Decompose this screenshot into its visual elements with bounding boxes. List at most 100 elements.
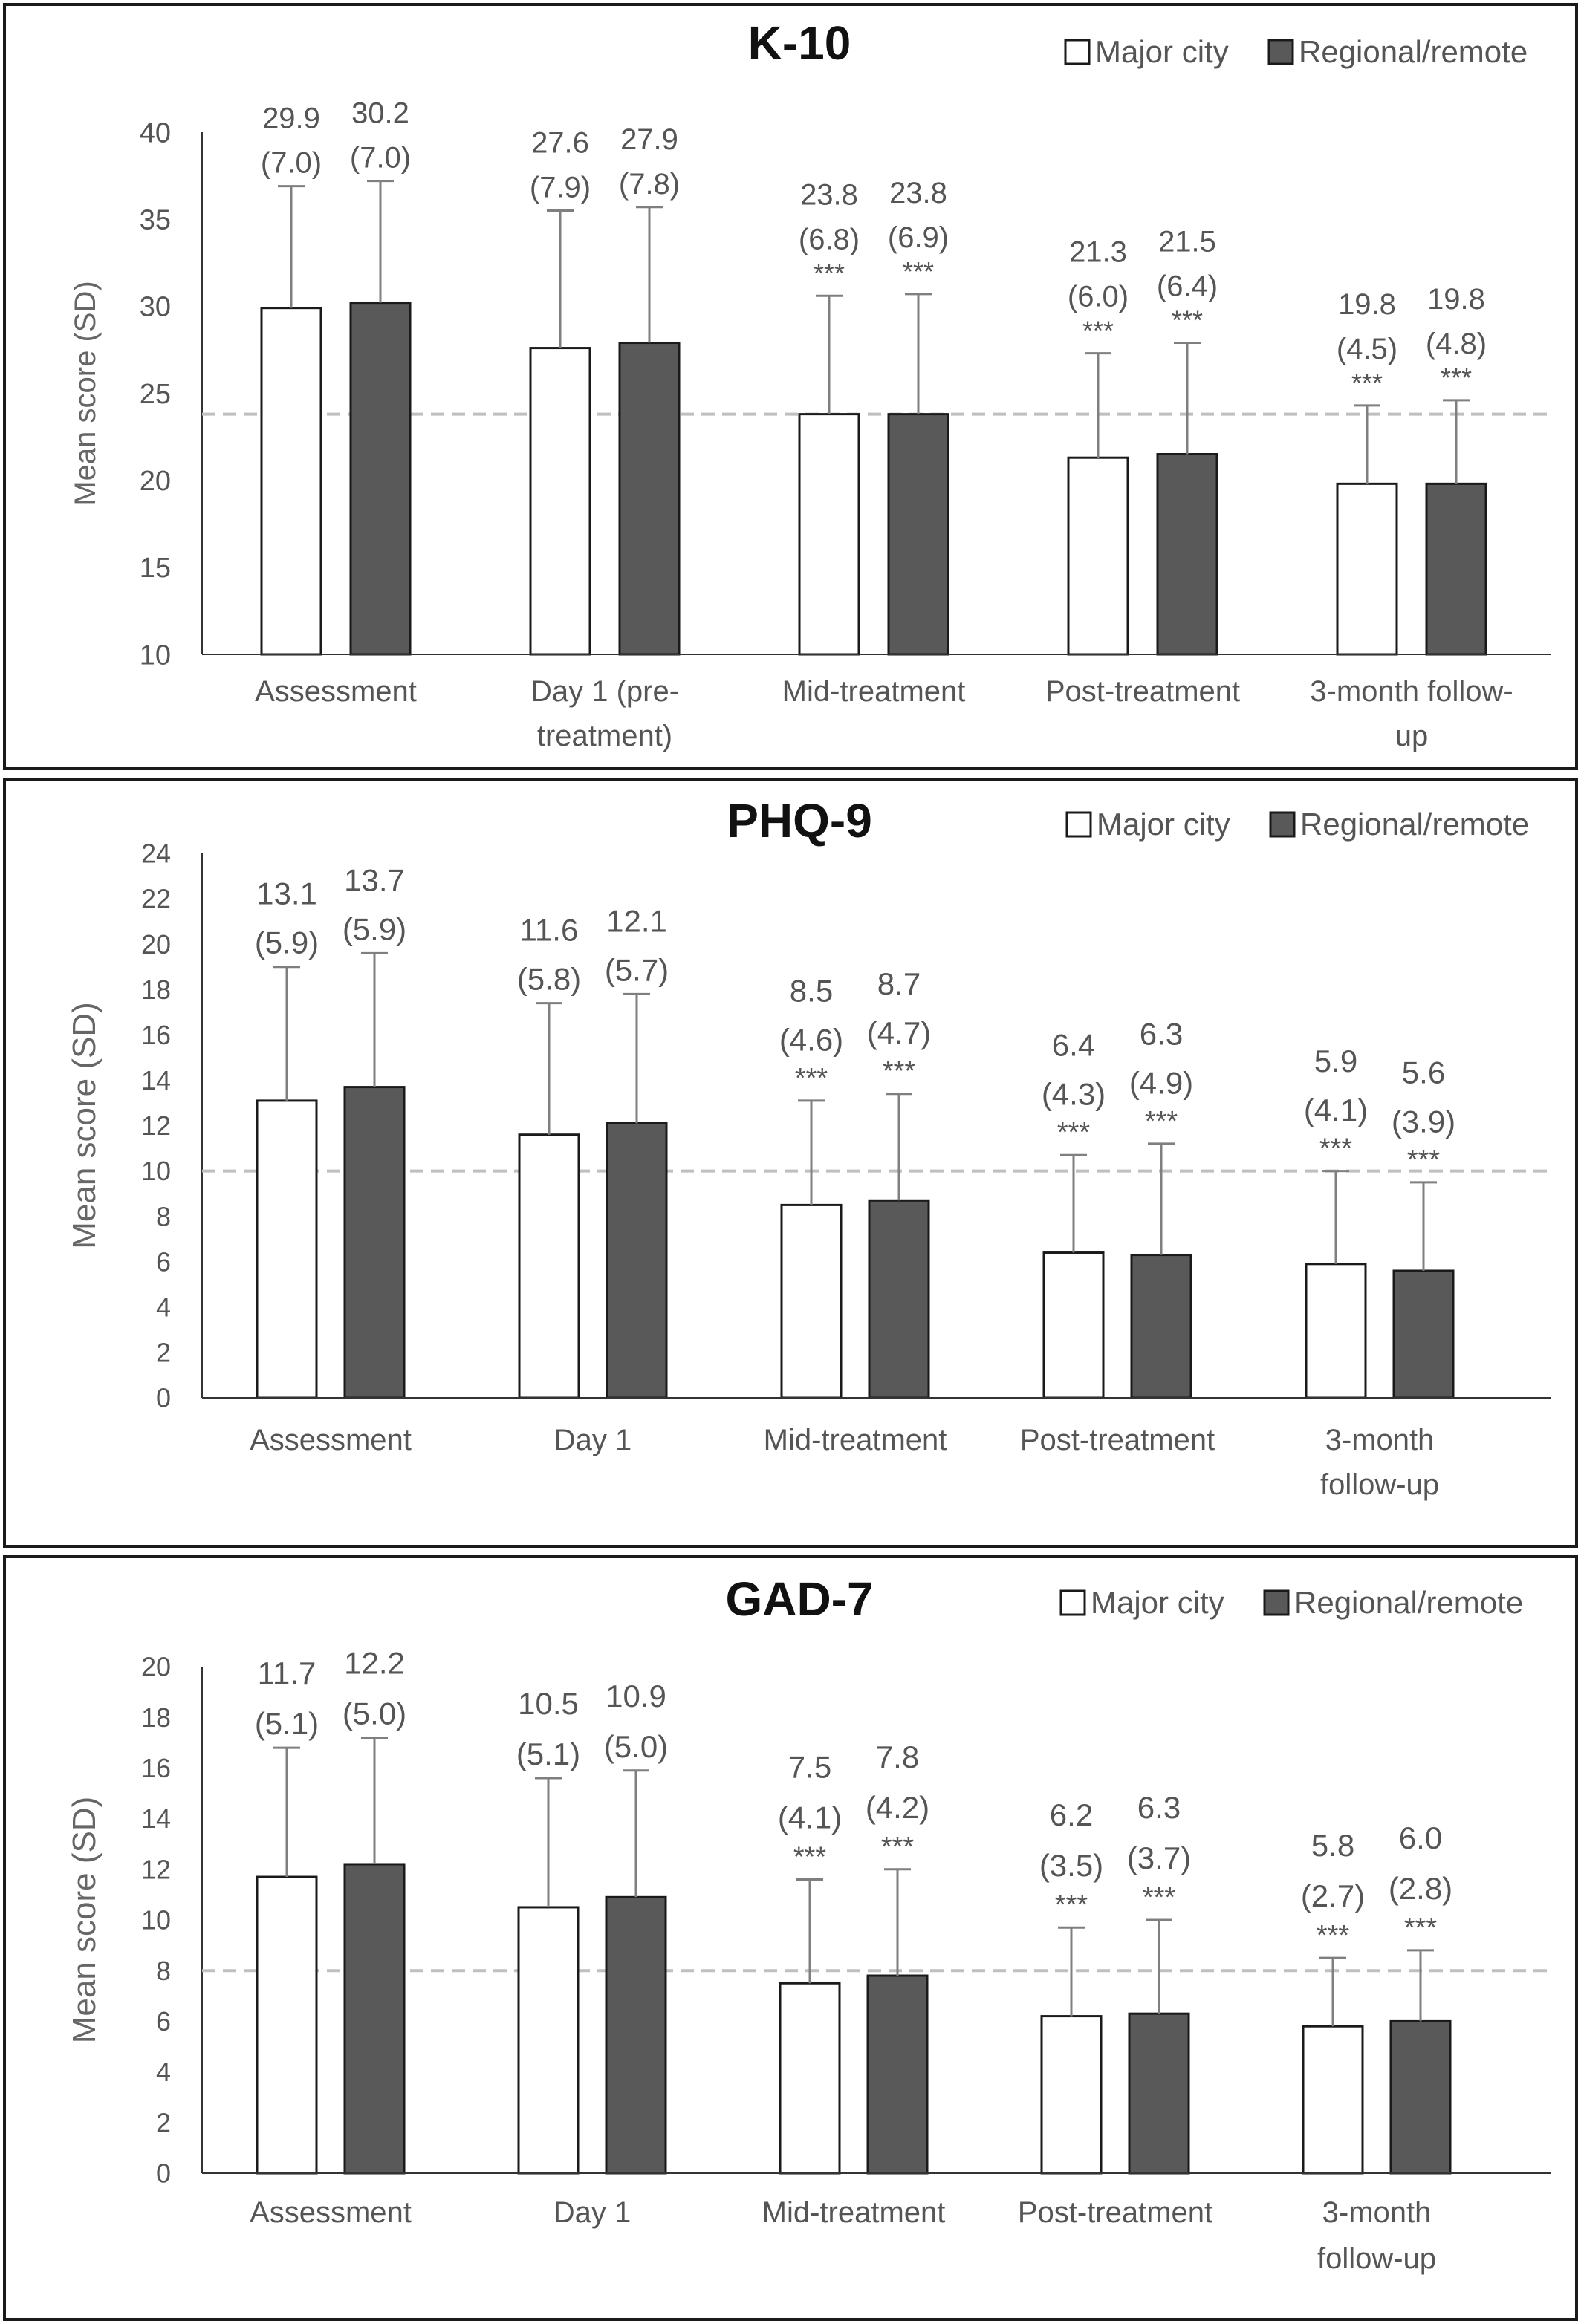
significance-label: *** <box>1082 316 1114 346</box>
y-axis-label: Mean score (SD) <box>66 1797 103 2044</box>
bar <box>1128 2012 1190 2175</box>
k10-chart: K-10 Major city Regional/remote Mean score … <box>69 16 1551 752</box>
sd-label: (6.8) <box>799 223 860 255</box>
sd-label: (5.7) <box>605 952 669 987</box>
category-label: Mid-treatment <box>782 675 966 708</box>
legend-swatch <box>1263 1589 1290 1616</box>
bar <box>1392 1269 1455 1399</box>
bar <box>1305 1263 1367 1399</box>
significance-label: *** <box>793 1841 826 1872</box>
y-tick-label: 8 <box>156 1201 171 1231</box>
mean-label: 13.7 <box>344 862 405 897</box>
bar <box>518 1133 580 1399</box>
sd-label: (4.1) <box>778 1800 842 1835</box>
bar <box>605 1895 667 2175</box>
mean-label: 8.5 <box>790 973 833 1008</box>
category-label: Day 1 <box>553 2196 632 2229</box>
y-tick-label: 16 <box>141 1753 171 1783</box>
mean-label: 21.3 <box>1069 236 1127 269</box>
mean-label: 6.4 <box>1052 1028 1095 1063</box>
y-tick-label: 12 <box>141 1110 171 1141</box>
significance-label: *** <box>795 1063 828 1094</box>
category-label: 3-month follow-up <box>1310 675 1513 752</box>
gad7-panel: GAD-7 Major city Regional/remote Mean score… <box>3 1555 1578 2321</box>
mean-label: 8.7 <box>877 966 921 1001</box>
sd-label: (7.9) <box>530 171 591 204</box>
bar <box>1067 456 1129 656</box>
sd-label: (4.2) <box>866 1790 929 1825</box>
significance-label: *** <box>1441 362 1472 393</box>
y-tick-label: 18 <box>141 1702 171 1733</box>
mean-label: 13.1 <box>256 876 317 911</box>
chart-title: K-10 <box>748 16 851 70</box>
mean-label: 27.6 <box>531 126 589 159</box>
legend-swatch <box>1269 811 1296 838</box>
mean-label: 23.8 <box>889 177 947 209</box>
y-tick-label: 18 <box>141 974 171 1005</box>
significance-label: *** <box>903 256 934 287</box>
mean-label: 11.7 <box>258 1656 316 1690</box>
bar <box>517 1906 580 2175</box>
bar <box>1389 2019 1452 2175</box>
mean-label: 19.8 <box>1427 283 1485 316</box>
y-tick-label: 0 <box>156 1383 171 1413</box>
significance-label: *** <box>1057 1117 1090 1148</box>
bar <box>866 1974 929 2175</box>
significance-label: *** <box>1351 368 1383 398</box>
bar <box>349 302 412 656</box>
significance-label: *** <box>1143 1882 1175 1913</box>
mean-label: 30.2 <box>351 97 409 130</box>
sd-label: (5.0) <box>604 1729 668 1764</box>
mean-label: 7.8 <box>876 1739 919 1774</box>
sd-label: (2.7) <box>1301 1878 1365 1913</box>
mean-label: 21.5 <box>1158 226 1216 258</box>
bar <box>780 1203 843 1399</box>
legend-label: Regional/remote <box>1300 807 1529 842</box>
category-label: Mid-treatment <box>764 1424 947 1456</box>
significance-label: *** <box>1407 1145 1440 1176</box>
category-label: Day 1 (pre-treatment) <box>530 675 679 752</box>
significance-label: *** <box>1055 1890 1088 1921</box>
y-tick-label: 6 <box>156 1246 171 1277</box>
legend: Major city Regional/remote <box>1059 1585 1523 1620</box>
y-tick-label: 10 <box>140 639 171 671</box>
y-tick-label: 15 <box>140 553 171 584</box>
mean-label: 6.0 <box>1399 1820 1442 1855</box>
y-tick-label: 30 <box>140 292 171 323</box>
mean-label: 11.6 <box>520 913 579 948</box>
category-label: Post-treatment <box>1020 1424 1215 1456</box>
sd-label: (6.9) <box>888 221 949 254</box>
chart-title: GAD-7 <box>725 1572 873 1626</box>
significance-label: *** <box>1404 1913 1437 1944</box>
category-label: 3-month follow-up <box>1317 2196 1436 2275</box>
mean-label: 6.2 <box>1050 1797 1093 1832</box>
mean-label: 6.3 <box>1140 1016 1183 1051</box>
category-label: Assessment <box>250 2196 412 2229</box>
sd-label: (7.8) <box>619 168 680 201</box>
legend: Major city Regional/remote <box>1065 807 1529 842</box>
sd-label: (7.0) <box>261 147 322 180</box>
category-label: Post-treatment <box>1045 675 1240 708</box>
bar <box>1130 1254 1192 1399</box>
category-label: Assessment <box>255 675 417 708</box>
category-label: 3-month follow-up <box>1320 1424 1439 1501</box>
y-tick-label: 2 <box>156 2107 171 2138</box>
y-tick-label: 40 <box>140 117 171 149</box>
y-tick-label: 24 <box>141 839 171 869</box>
mean-label: 12.1 <box>606 903 667 938</box>
bar <box>1156 453 1218 656</box>
bar <box>256 1875 318 2175</box>
y-tick-label: 4 <box>156 2057 171 2087</box>
y-tick-label: 20 <box>141 1652 171 1682</box>
y-tick-label: 35 <box>140 204 171 235</box>
bar <box>1336 482 1398 656</box>
mean-label: 6.3 <box>1137 1790 1181 1825</box>
significance-label: *** <box>1319 1133 1352 1165</box>
mean-label: 5.9 <box>1314 1044 1357 1078</box>
y-axis-label: Mean score (SD) <box>69 281 102 505</box>
sd-label: (6.4) <box>1157 270 1218 303</box>
sd-label: (5.9) <box>343 911 406 946</box>
y-tick-label: 16 <box>141 1020 171 1050</box>
legend-label: Regional/remote <box>1299 34 1528 69</box>
sd-label: (4.8) <box>1426 328 1487 360</box>
